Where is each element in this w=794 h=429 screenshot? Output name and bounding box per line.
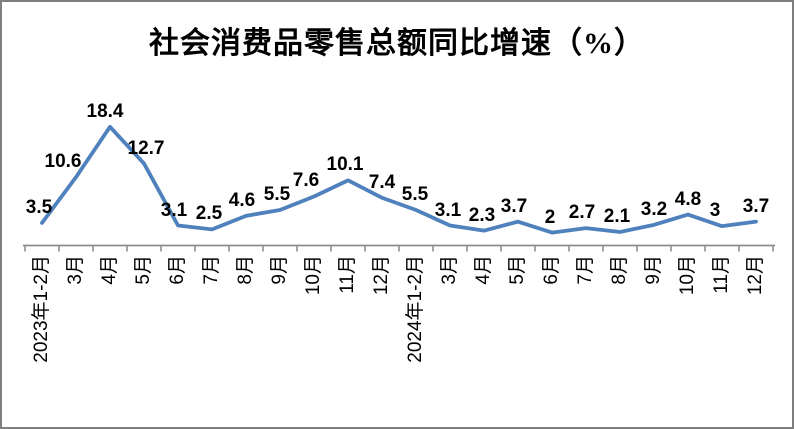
x-axis-label: 8月 — [609, 255, 630, 285]
x-axis-label: 2024年1-2月 — [405, 255, 426, 363]
x-axis-label: 5月 — [507, 255, 528, 285]
data-label: 2.1 — [603, 205, 631, 227]
x-axis-label: 6月 — [167, 255, 188, 285]
x-axis-label: 2023年1-2月 — [31, 255, 52, 363]
data-label: 7.6 — [292, 170, 320, 192]
x-axis-label: 9月 — [643, 255, 664, 285]
data-label: 18.4 — [86, 100, 124, 122]
data-label: 12.7 — [127, 137, 165, 159]
data-label: 10.1 — [326, 154, 364, 176]
x-axis-label: 4月 — [99, 255, 120, 285]
x-axis — [23, 244, 775, 252]
data-label: 3.7 — [742, 195, 770, 217]
x-axis-label: 3月 — [439, 255, 460, 285]
data-label: 3.2 — [640, 198, 668, 220]
x-axis-label: 7月 — [575, 255, 596, 285]
x-axis-label: 4月 — [473, 255, 494, 285]
x-axis-label: 9月 — [269, 255, 290, 285]
x-axis-label: 11月 — [337, 255, 358, 294]
series-line — [40, 124, 758, 235]
x-axis-label: 12月 — [745, 255, 766, 296]
data-label: 4.6 — [228, 189, 256, 211]
x-axis-label: 10月 — [303, 255, 324, 296]
data-label: 3.5 — [25, 196, 53, 218]
x-axis-label: 3月 — [65, 255, 86, 285]
x-axis-label: 5月 — [133, 255, 154, 285]
data-label: 2.7 — [568, 202, 596, 224]
data-label: 2 — [544, 206, 556, 228]
chart-title: 社会消费品零售总额同比增速（%） — [149, 27, 645, 60]
x-axis-label: 6月 — [541, 255, 562, 285]
data-label: 3.1 — [160, 199, 188, 221]
data-label: 2.5 — [195, 203, 223, 225]
x-axis-label: 8月 — [235, 255, 256, 285]
x-axis-label: 10月 — [677, 255, 698, 296]
data-label: 3 — [709, 200, 721, 222]
data-label: 3.7 — [500, 195, 528, 217]
data-label: 10.6 — [44, 151, 82, 173]
x-axis-label: 7月 — [201, 255, 222, 285]
data-label: 5.5 — [263, 184, 291, 206]
x-axis-label: 12月 — [371, 255, 392, 296]
data-label: 4.8 — [674, 188, 702, 210]
x-axis-label: 11月 — [711, 255, 732, 294]
data-label: 7.4 — [368, 171, 396, 193]
data-label: 5.5 — [401, 184, 429, 206]
data-label: 2.3 — [468, 204, 496, 226]
data-label: 3.1 — [434, 199, 462, 221]
